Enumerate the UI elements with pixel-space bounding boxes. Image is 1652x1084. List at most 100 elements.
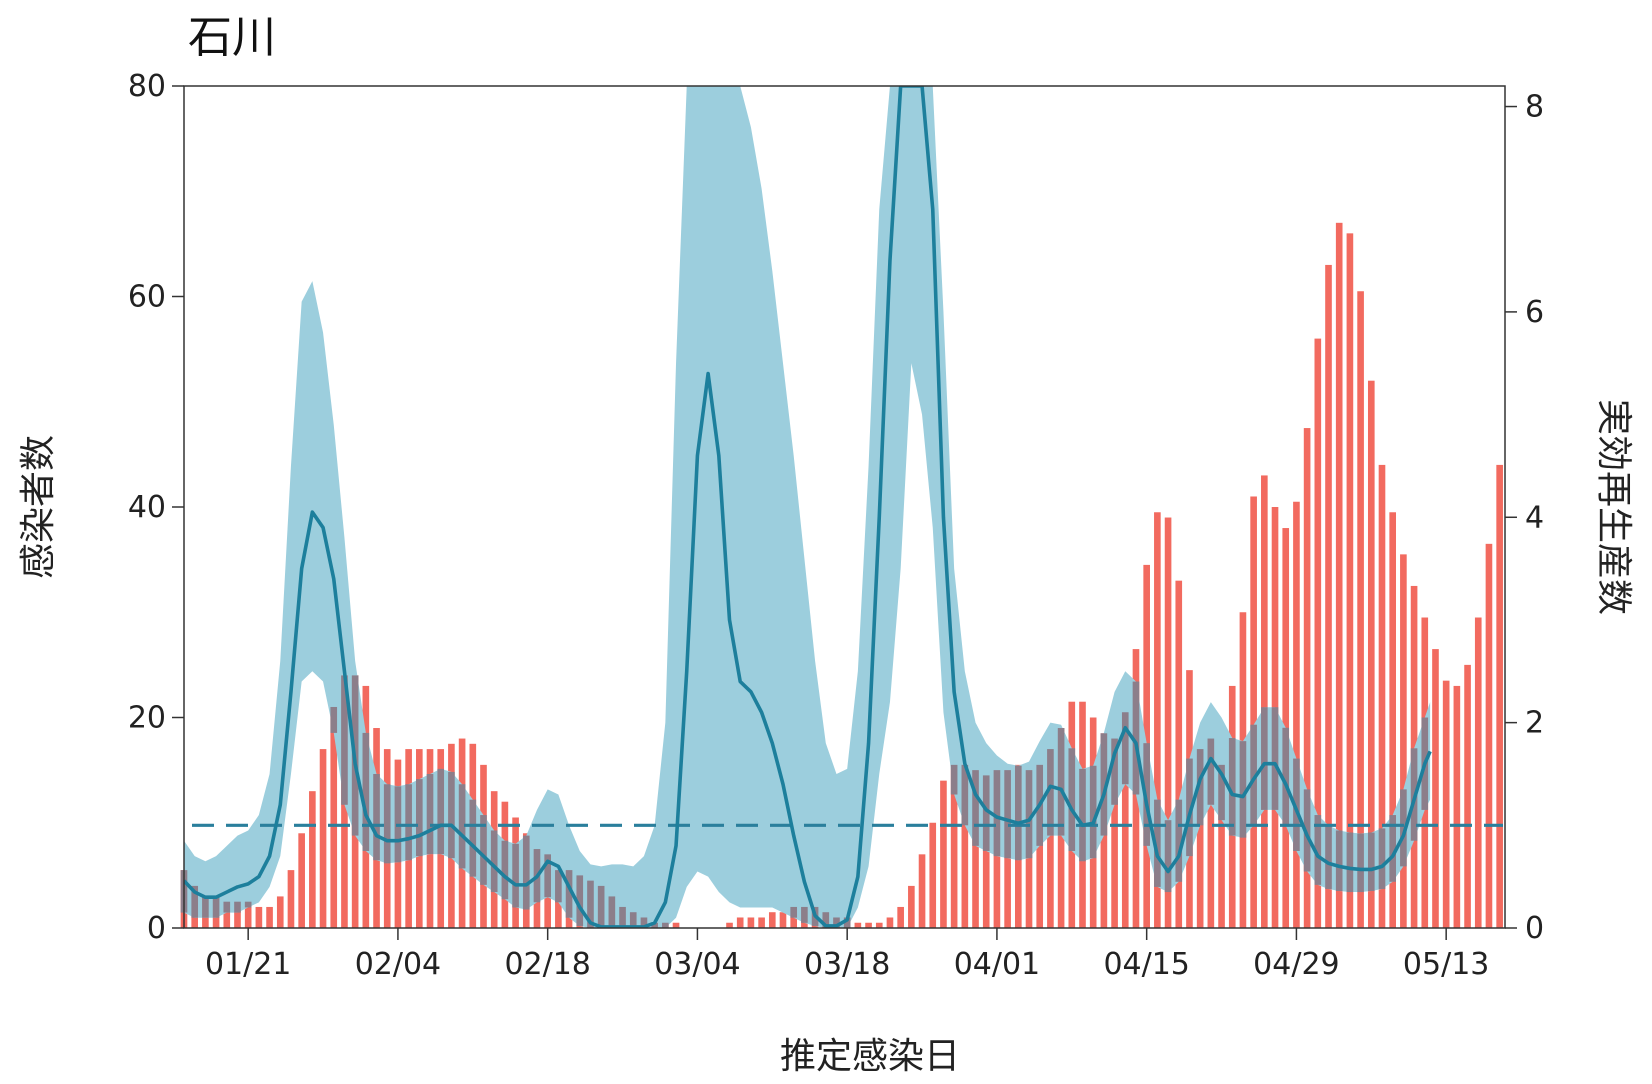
case-bar-overlap xyxy=(1389,815,1396,882)
left-y-axis: 0 20 40 60 80 xyxy=(128,69,184,946)
case-bar-overlap xyxy=(972,770,979,846)
x-tick-label: 02/18 xyxy=(504,947,590,982)
case-bar-overlap xyxy=(982,775,990,851)
case-bar-overlap xyxy=(1325,825,1332,889)
case-bar xyxy=(779,912,787,928)
case-bar-overlap xyxy=(1207,738,1215,805)
case-bar xyxy=(758,917,765,928)
case-bar xyxy=(1121,712,1129,928)
case-bar xyxy=(1314,338,1322,929)
case-bar-overlap xyxy=(950,764,958,795)
case-bar xyxy=(1154,512,1161,928)
case-bar-overlap xyxy=(1378,828,1386,889)
case-bar xyxy=(961,764,969,928)
case-bar-overlap xyxy=(383,784,391,864)
case-bar-overlap xyxy=(1261,707,1268,810)
case-bar xyxy=(255,906,263,928)
case-bar xyxy=(1335,222,1343,928)
case-bar xyxy=(1303,428,1311,928)
case-bar xyxy=(1453,685,1461,928)
case-bar-overlap xyxy=(1121,712,1129,785)
case-bar-overlap xyxy=(480,815,487,885)
case-bar-overlap xyxy=(1047,749,1054,836)
x-axis-title: 推定感染日 xyxy=(780,1036,960,1077)
case-bar-overlap xyxy=(202,896,209,918)
case-bar xyxy=(768,912,776,928)
case-bar-overlap xyxy=(597,885,605,928)
case-bar xyxy=(736,917,744,928)
case-bar xyxy=(1164,517,1172,928)
case-bar xyxy=(266,906,273,928)
x-tick-label: 03/18 xyxy=(804,947,890,982)
case-bar-overlap xyxy=(822,912,830,928)
case-bar-overlap xyxy=(223,901,231,913)
case-bar xyxy=(1047,749,1054,928)
x-tick-label: 05/13 xyxy=(1403,947,1489,982)
case-bar-overlap xyxy=(961,764,969,826)
case-bar xyxy=(972,770,979,929)
case-bar xyxy=(1432,649,1439,928)
case-bar-overlap xyxy=(1228,738,1236,836)
case-bar-overlap xyxy=(1271,707,1279,810)
case-bar xyxy=(747,917,755,928)
case-bar xyxy=(726,922,733,928)
case-bar-overlap xyxy=(587,880,594,928)
case-bar-overlap xyxy=(405,784,412,861)
case-bar-overlap xyxy=(373,773,380,861)
case-bar-overlap xyxy=(1164,820,1172,893)
case-bar-overlap xyxy=(565,870,573,918)
case-bar xyxy=(1111,738,1118,928)
left-axis-title: 感染者数 xyxy=(18,435,59,579)
case-bar-overlap xyxy=(426,773,434,855)
case-bar xyxy=(1357,291,1364,928)
rt-line-path xyxy=(184,86,1432,928)
case-bar xyxy=(929,822,937,928)
case-bar-overlap xyxy=(555,870,562,903)
case-bar-overlap xyxy=(490,830,498,893)
case-bar-overlap xyxy=(1239,741,1247,838)
x-axis: 01/21 02/04 02/18 03/04 03/18 04/01 04/15 04/29… xyxy=(205,928,1489,982)
case-bar-overlap xyxy=(1196,749,1204,826)
case-bar-overlap xyxy=(629,912,637,928)
case-bar xyxy=(1442,680,1450,928)
case-bar xyxy=(1485,543,1493,928)
left-tick-label: 20 xyxy=(128,701,166,736)
left-tick-label: 80 xyxy=(128,69,166,104)
case-bar-overlap xyxy=(341,675,348,805)
case-bar xyxy=(1367,380,1375,928)
case-bar xyxy=(298,833,305,928)
left-tick-label: 0 xyxy=(147,911,166,946)
case-bar xyxy=(982,775,990,928)
case-bar xyxy=(1325,264,1332,928)
case-bar xyxy=(854,922,862,928)
case-bar-overlap xyxy=(1154,799,1161,887)
case-bar-overlap xyxy=(801,906,808,923)
x-tick-label: 04/01 xyxy=(954,947,1040,982)
case-bar xyxy=(940,780,947,928)
case-bar xyxy=(1389,512,1396,928)
case-bar xyxy=(1196,749,1204,928)
case-bar xyxy=(1218,764,1225,928)
case-bar xyxy=(1207,738,1215,928)
case-bar-overlap xyxy=(640,917,648,928)
x-tick-label: 04/15 xyxy=(1103,947,1189,982)
case-bar-overlap xyxy=(608,896,616,928)
case-bar-overlap xyxy=(1100,733,1108,836)
case-bar xyxy=(1346,233,1354,929)
case-bar xyxy=(897,906,904,928)
x-tick-label: 03/04 xyxy=(654,947,740,982)
case-bar-overlap xyxy=(1068,748,1076,851)
case-bar xyxy=(1175,580,1183,928)
right-tick-label: 2 xyxy=(1525,706,1544,741)
x-tick-label: 01/21 xyxy=(205,947,291,982)
case-bar-overlap xyxy=(512,843,519,908)
case-bar xyxy=(330,706,338,928)
case-bar-overlap xyxy=(1057,728,1065,836)
x-tick-label: 04/29 xyxy=(1253,947,1339,982)
case-bar xyxy=(672,922,680,928)
case-bar-overlap xyxy=(1367,832,1375,892)
case-bar-overlap xyxy=(993,770,1001,857)
case-bar-overlap xyxy=(1186,758,1193,857)
case-bar xyxy=(908,885,915,928)
